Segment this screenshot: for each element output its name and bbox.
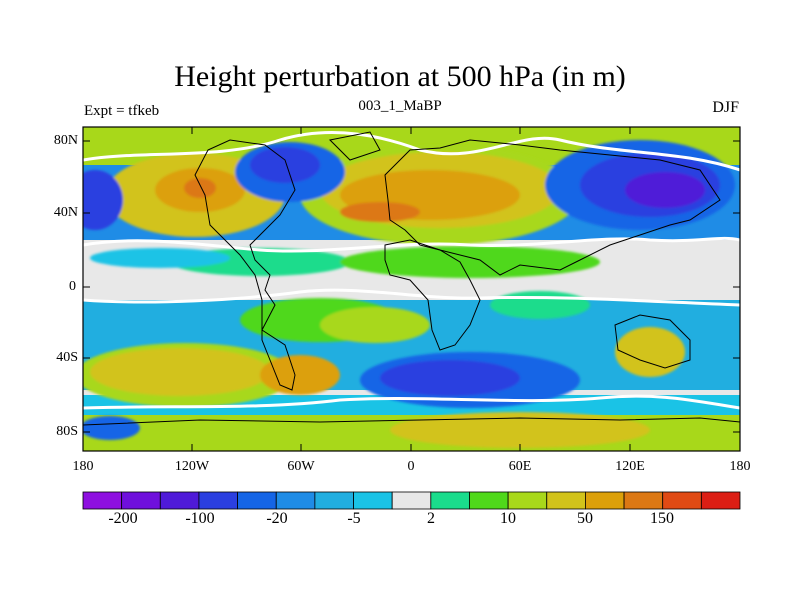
colorbar-swatch <box>353 491 393 510</box>
blob-wpac-trough-core <box>625 172 705 208</box>
colorbar-swatch <box>159 491 200 510</box>
colorbar-swatch <box>198 491 238 510</box>
blob-sw-trough <box>83 416 140 440</box>
colorbar-swatch <box>507 491 548 510</box>
colorbar-swatch <box>585 491 625 510</box>
africa-outline <box>384 239 481 351</box>
blob-trop-green-2 <box>340 246 600 278</box>
colorbar-swatch <box>700 491 741 510</box>
colorbar-swatch <box>314 491 354 510</box>
contour-field <box>83 127 740 451</box>
xtick-label: 180 <box>72 459 94 474</box>
blob-eurasia-core <box>340 202 420 222</box>
blob-se-ridge <box>615 327 685 377</box>
colorbar-swatch <box>237 491 277 510</box>
ytick-label: 40N <box>53 205 78 220</box>
blob-spac-yellow <box>90 348 270 396</box>
colorbar-label: -200 <box>108 510 138 527</box>
tick-marks <box>83 127 740 451</box>
americas-outline <box>194 139 296 391</box>
experiment-label: Expt = tfkeb <box>84 103 160 119</box>
blob-strop-lime <box>320 307 430 343</box>
colorbar-swatch <box>391 491 432 510</box>
colorbar-swatch <box>623 491 664 510</box>
ytick-label: 40S <box>56 350 78 365</box>
blob-strop-teal <box>490 291 590 319</box>
run-label: 003_1_MaBP <box>358 98 442 114</box>
colorbar-label: -20 <box>266 510 288 527</box>
colorbar-swatch <box>662 491 702 510</box>
ytick-label: 80N <box>53 133 78 148</box>
blob-antarctic-ridge <box>390 412 650 448</box>
ytick-label: 0 <box>69 279 76 294</box>
blob-west-edge-trough <box>83 170 123 230</box>
colorbar-swatch <box>275 491 316 510</box>
eurasia-outline <box>384 139 721 276</box>
colorbar-label: 50 <box>577 510 593 527</box>
xtick-label: 180 <box>729 459 751 474</box>
map-title: Height perturbation at 500 hPa (in m) <box>174 60 626 93</box>
xtick-label: 0 <box>407 459 415 474</box>
blob-atlantic-trough-core <box>250 147 320 183</box>
blob-trop-cyan <box>90 248 230 268</box>
zero-contours <box>83 131 740 410</box>
colorbar-swatch <box>430 491 470 510</box>
colorbar-swatch <box>82 491 123 510</box>
colorbar-label: 150 <box>650 510 674 527</box>
colorbar-swatch <box>121 491 161 510</box>
blob-spac-orange <box>260 355 340 395</box>
xtick-label: 120E <box>615 459 645 474</box>
xtick-label: 120W <box>174 459 210 474</box>
colorbar-label: 10 <box>500 510 516 527</box>
xtick-label: 60W <box>287 459 315 474</box>
blob-npac-core <box>184 178 216 198</box>
colorbar-label: 2 <box>427 510 435 527</box>
australia-outline <box>614 314 691 369</box>
colorbar-swatch <box>469 491 509 510</box>
colorbar <box>82 491 741 510</box>
colorbar-label: -5 <box>347 510 361 527</box>
colorbar-label: -100 <box>185 510 215 527</box>
ytick-label: 80S <box>56 424 78 439</box>
season-label: DJF <box>712 99 739 116</box>
antarctica-outline <box>83 417 740 426</box>
coastlines <box>83 131 740 426</box>
blob-sind-trough-core <box>380 360 520 396</box>
colorbar-swatch <box>546 491 586 510</box>
greenland-outline <box>328 131 381 161</box>
xtick-label: 60E <box>508 459 532 474</box>
